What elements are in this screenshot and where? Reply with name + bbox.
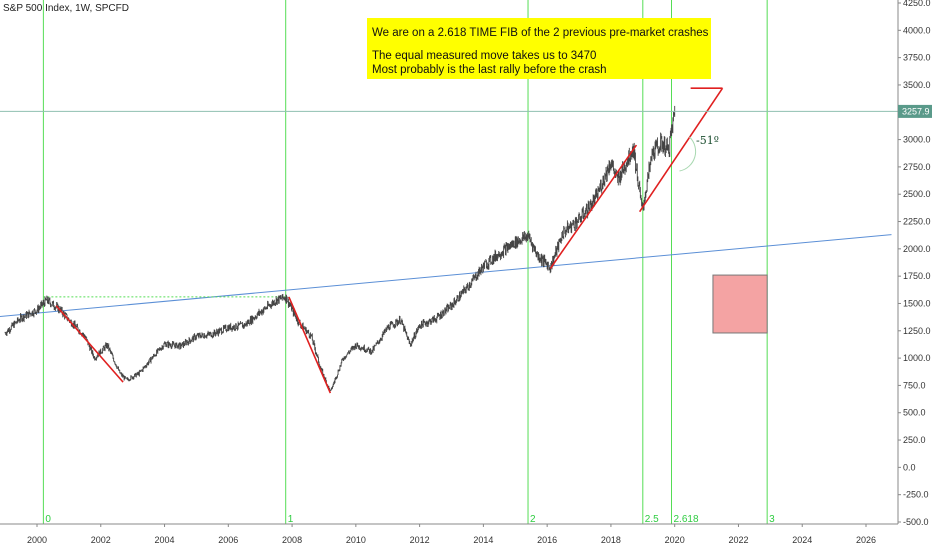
red-trendline [549,144,638,269]
y-tick-label: 2000.0 [903,244,931,254]
fib-label: 3 [769,514,775,525]
x-tick-label: 2024 [792,535,812,545]
price-tag-label: 3257.9 [902,106,930,116]
red-trendline [638,87,724,213]
trendline-group [0,234,892,317]
x-tick-label: 2002 [91,535,111,545]
y-tick-label: 3500.0 [903,80,931,90]
x-tick-label: 2010 [346,535,366,545]
x-tick-label: 2022 [728,535,748,545]
highlight-box-group [712,274,768,334]
x-tick-label: 2008 [282,535,302,545]
red-trendlines [55,87,724,394]
x-tick-label: 2020 [665,535,685,545]
red-trendline [288,296,332,394]
x-tick-label: 2014 [473,535,493,545]
fib-label: 2.5 [645,514,659,525]
x-tick-label: 2018 [601,535,621,545]
y-tick-label: 250.0 [903,435,926,445]
fib-label: 2 [530,514,536,525]
y-tick-label: 2250.0 [903,217,931,227]
fib-label: 2.618 [674,514,699,525]
annotation-background [367,18,711,79]
fib-label: 0 [45,514,51,525]
x-axis-ticks: 2000 2002 2004 2006 2008 2010 2012 2014 2016 2018… [27,524,876,545]
y-tick-label: 4000.0 [903,25,931,35]
y-axis-ticks: -500.0 -250.0 0.0 250.0 500.0 750.0 1000.0 1250… [898,0,931,527]
plot-background [0,0,898,524]
price-tag-background [898,104,932,118]
y-tick-label: 3750.0 [903,53,931,63]
annotation-line-3: The equal measured move takes us to 3470 [372,50,596,62]
y-tick-label: 750.0 [903,380,926,390]
annotation-box: We are on a 2.618 TIME FIB of the 2 prev… [367,18,711,79]
y-tick-label: 4250.0 [903,0,931,8]
x-tick-label: 2004 [155,535,175,545]
y-tick-label: 1750.0 [903,271,931,281]
time-fib-lines: 0 1 2 2.5 2.618 3 [42,0,775,525]
y-tick-label: -500.0 [903,517,929,527]
y-tick-label: 2750.0 [903,162,931,172]
angle-arc [679,136,697,172]
blue-trendline [0,234,892,317]
y-tick-label: 500.0 [903,408,926,418]
current-price-tag: 3257.9 [898,104,932,118]
red-trendline [55,305,124,383]
y-tick-label: 1500.0 [903,298,931,308]
annotation-line-1: We are on a 2.618 TIME FIB of the 2 prev… [372,27,709,39]
y-tick-label: 2500.0 [903,189,931,199]
chart-title: S&P 500 Index, 1W, SPCFD [3,3,129,14]
angle-label: -51º [696,134,719,147]
highlight-box [712,274,768,334]
y-tick-label: 0.0 [903,462,916,472]
x-tick-label: 2000 [27,535,47,545]
x-tick-label: 2012 [410,535,430,545]
x-tick-label: 2026 [856,535,876,545]
y-tick-label: 1250.0 [903,326,931,336]
x-tick-label: 2016 [537,535,557,545]
annotation-line-4: Most probably is the last rally before t… [372,64,607,76]
x-tick-label: 2006 [218,535,238,545]
fib-label: 1 [288,514,294,525]
y-tick-label: 1000.0 [903,353,931,363]
y-tick-label: 3000.0 [903,135,931,145]
y-tick-label: -250.0 [903,490,929,500]
